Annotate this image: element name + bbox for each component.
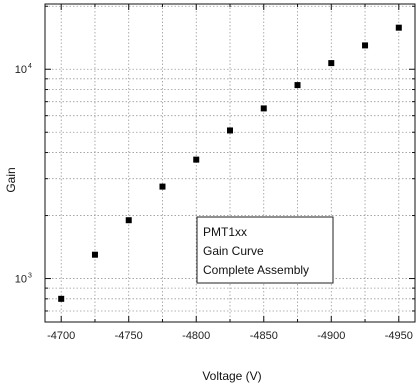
data-point	[227, 127, 233, 134]
grid-lines	[45, 4, 415, 322]
data-point	[294, 82, 301, 89]
y-tick-label-exponent: 4	[28, 63, 32, 70]
annotation-line-1: PMT1xx	[203, 225, 247, 239]
data-point	[328, 60, 335, 67]
data-point	[125, 217, 132, 224]
data-point	[193, 156, 200, 163]
annotation-box: PMT1xx Gain Curve Complete Assembly	[196, 216, 334, 284]
y-tick-label: 10	[15, 274, 27, 286]
x-tick-label: -4950	[385, 330, 413, 342]
x-tick-label: -4900	[317, 330, 345, 342]
annotation-line-2: Gain Curve	[203, 244, 264, 258]
y-tick-label: 10	[15, 64, 27, 76]
data-point	[362, 42, 369, 49]
x-tick-label: -4800	[182, 330, 210, 342]
annotation-frame	[196, 216, 334, 284]
data-point	[260, 105, 267, 112]
y-axis-title: Gain	[4, 167, 18, 192]
annotation-line-3: Complete Assembly	[203, 263, 309, 277]
data-point	[58, 295, 65, 302]
data-point	[91, 251, 98, 258]
data-point	[395, 24, 402, 31]
x-tick-label: -4700	[47, 330, 75, 342]
x-tick-labels: -4700 -4750 -4800 -4850 -4900 -4950	[47, 330, 413, 342]
x-tick-label: -4750	[115, 330, 143, 342]
axis-ticks	[45, 4, 415, 322]
data-point	[159, 183, 166, 190]
x-axis-title: Voltage (V)	[202, 369, 261, 383]
data-points	[58, 24, 402, 302]
x-tick-label: -4850	[250, 330, 278, 342]
y-tick-label-exponent: 3	[28, 273, 32, 280]
